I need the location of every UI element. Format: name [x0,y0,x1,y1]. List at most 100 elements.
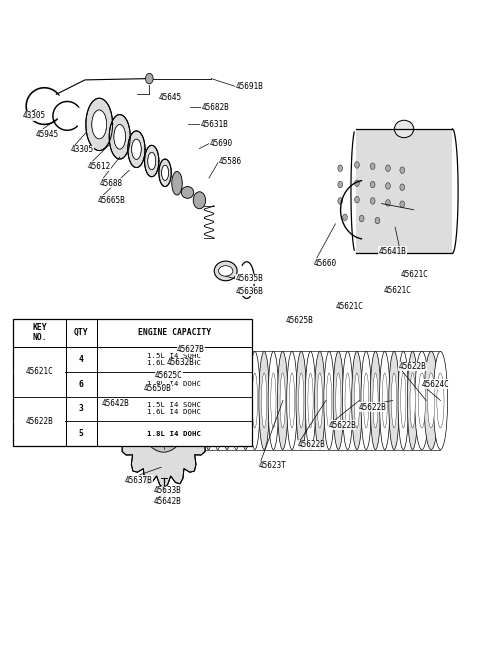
Ellipse shape [148,152,156,170]
Ellipse shape [215,373,220,428]
Ellipse shape [224,373,229,428]
Text: 45622B: 45622B [26,417,53,426]
Ellipse shape [128,131,145,168]
Ellipse shape [299,373,304,428]
Ellipse shape [132,139,141,159]
Ellipse shape [317,373,323,428]
Circle shape [400,167,405,173]
Text: 45612: 45612 [87,162,110,171]
Circle shape [400,184,405,191]
Bar [13,319,252,446]
Ellipse shape [342,351,353,449]
Text: 45622B: 45622B [359,403,386,411]
Text: 45635B: 45635B [235,274,263,283]
Circle shape [145,74,153,84]
Ellipse shape [271,373,276,428]
Ellipse shape [214,261,237,281]
Ellipse shape [324,351,335,449]
Text: 45621C: 45621C [383,286,411,295]
Circle shape [360,215,364,222]
Ellipse shape [308,373,313,428]
Ellipse shape [86,98,113,150]
Bar [14,371,65,373]
Bar [356,129,452,253]
Ellipse shape [231,351,241,449]
Circle shape [343,214,348,221]
Circle shape [375,217,380,224]
Text: QTY: QTY [74,328,89,337]
Ellipse shape [277,351,288,449]
Ellipse shape [314,351,325,449]
Polygon shape [117,342,211,488]
Circle shape [338,165,343,171]
Text: 4: 4 [79,355,84,364]
Ellipse shape [287,351,297,449]
Text: 45625C: 45625C [155,371,183,380]
Ellipse shape [234,373,239,428]
Circle shape [400,201,405,208]
Circle shape [355,180,360,187]
Circle shape [338,181,343,188]
Ellipse shape [139,378,188,452]
Ellipse shape [109,114,130,159]
Text: 45624C: 45624C [421,380,449,388]
Text: 45637B: 45637B [124,476,152,485]
Ellipse shape [280,373,285,428]
Ellipse shape [326,373,332,428]
Ellipse shape [305,351,316,449]
Text: 45632B: 45632B [167,358,194,367]
Text: 3: 3 [79,405,84,413]
Ellipse shape [345,373,350,428]
Text: 1.5L I4 SOHC
1.6L I4 DOHC: 1.5L I4 SOHC 1.6L I4 DOHC [147,403,202,415]
Ellipse shape [352,351,362,449]
Text: ENGINE CAPACITY: ENGINE CAPACITY [138,328,211,337]
Text: 6: 6 [79,380,84,388]
Circle shape [355,196,360,203]
Text: 45660: 45660 [314,259,337,267]
Text: 45623T: 45623T [259,461,287,470]
Text: 45631B: 45631B [201,120,228,129]
Text: 45665B: 45665B [98,196,126,205]
Text: 45690: 45690 [209,139,233,148]
Circle shape [370,198,375,204]
Ellipse shape [410,373,415,428]
Ellipse shape [144,145,159,177]
Ellipse shape [172,171,182,195]
Ellipse shape [243,373,248,428]
Ellipse shape [370,351,381,449]
Ellipse shape [408,351,418,449]
Ellipse shape [114,125,125,149]
Ellipse shape [418,373,425,428]
Ellipse shape [424,351,438,449]
Text: 45627B: 45627B [177,345,205,354]
Ellipse shape [162,166,168,181]
Text: 45642B: 45642B [102,399,129,408]
Circle shape [370,181,375,188]
Ellipse shape [222,351,232,449]
Text: 1.5L I4 SOHC
1.6L I4 DOHC: 1.5L I4 SOHC 1.6L I4 DOHC [147,353,202,366]
Text: 1.8L I4 DOHC: 1.8L I4 DOHC [147,381,202,387]
Ellipse shape [218,265,233,276]
Circle shape [338,198,343,204]
Ellipse shape [391,373,396,428]
Text: 45621C: 45621C [336,302,363,311]
Ellipse shape [398,351,408,449]
Text: 45586: 45586 [218,157,241,166]
Ellipse shape [185,351,195,449]
Ellipse shape [157,405,170,424]
Text: 45650B: 45650B [144,384,171,393]
Ellipse shape [262,373,267,428]
Ellipse shape [333,351,344,449]
Ellipse shape [240,351,251,449]
Ellipse shape [252,373,257,428]
Circle shape [355,162,360,168]
Text: 45622B: 45622B [398,362,426,371]
Ellipse shape [354,373,360,428]
Ellipse shape [250,351,260,449]
Ellipse shape [336,373,341,428]
Text: 45645: 45645 [159,93,182,102]
Ellipse shape [194,351,204,449]
Ellipse shape [363,373,369,428]
Ellipse shape [433,351,447,449]
Ellipse shape [437,373,444,428]
